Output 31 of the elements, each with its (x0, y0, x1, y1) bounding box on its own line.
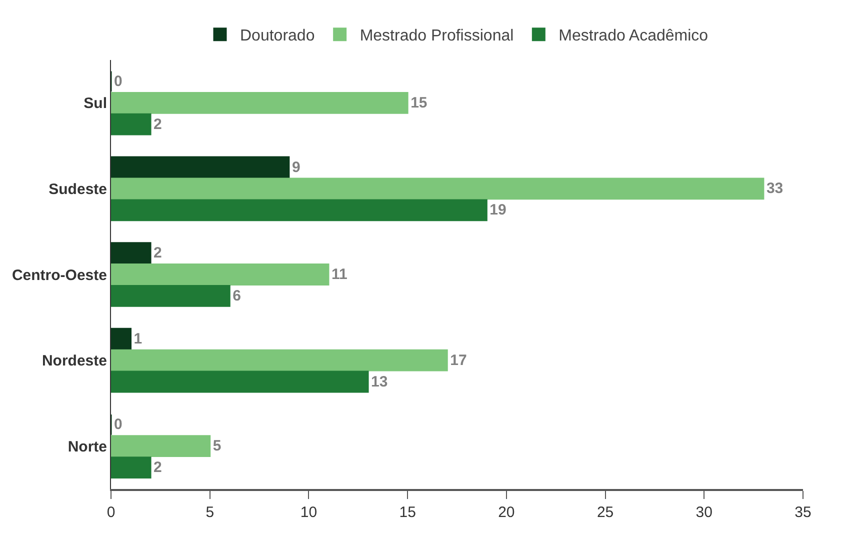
x-tick-label: 15 (399, 504, 416, 521)
legend-label: Mestrado Profissional (360, 28, 514, 45)
data-label: 33 (766, 180, 784, 198)
data-label: 13 (371, 373, 388, 390)
y-tick-label: Nordeste (42, 352, 107, 370)
y-tick-label: Norte (68, 438, 107, 456)
legend-label: Mestrado Acadêmico (558, 28, 708, 45)
data-label: 5 (212, 438, 222, 455)
data-label: 11 (331, 266, 348, 283)
x-tick-label: 20 (498, 504, 515, 521)
x-tick-label: 10 (300, 504, 318, 521)
x-tick-label: 35 (794, 504, 812, 521)
data-label: 0 (114, 72, 122, 90)
y-tick-label: Centro-Oeste (12, 266, 107, 284)
x-tick-label: 30 (696, 504, 712, 521)
y-tick-label: Sudeste (48, 180, 107, 198)
x-tick-label: 5 (206, 504, 214, 521)
data-label: 2 (154, 244, 162, 262)
x-tick-label: 0 (106, 504, 116, 521)
y-tick-label: Sul (84, 95, 107, 112)
x-tick-label: 25 (596, 504, 614, 521)
data-label: 2 (154, 116, 162, 133)
data-label: 19 (490, 202, 506, 219)
data-label: 2 (154, 459, 162, 476)
data-label: 1 (134, 330, 142, 348)
data-label: 6 (232, 287, 241, 304)
data-label: 0 (114, 416, 122, 434)
legend-label: Doutorado (240, 28, 315, 45)
data-label: 17 (450, 352, 467, 369)
data-label: 15 (410, 94, 428, 112)
data-label: 9 (292, 158, 300, 176)
